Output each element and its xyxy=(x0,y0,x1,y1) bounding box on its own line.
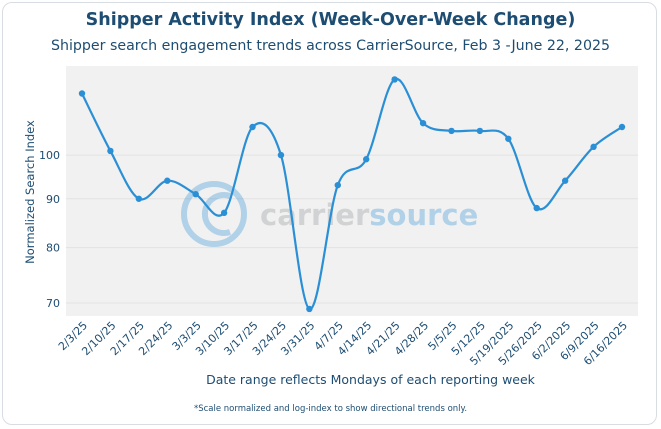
y-axis-ticks: 70 80 90 100 xyxy=(39,149,60,310)
plot-area xyxy=(66,66,638,316)
data-point xyxy=(306,305,313,313)
watermark-text: carriersource xyxy=(260,198,478,232)
y-tick-label: 70 xyxy=(46,297,60,310)
data-point xyxy=(391,76,398,83)
data-point xyxy=(220,209,228,217)
data-point xyxy=(363,156,370,163)
data-point xyxy=(448,127,455,135)
data-point xyxy=(192,190,199,198)
series-line xyxy=(81,77,623,311)
data-point xyxy=(135,195,143,202)
data-point xyxy=(590,143,597,151)
carriersource-logo-icon xyxy=(181,181,247,247)
watermark-part2: source xyxy=(369,198,478,232)
data-point xyxy=(107,147,114,155)
data-point xyxy=(164,177,171,184)
watermark: carriersource xyxy=(181,181,478,247)
x-axis-ticks: 2/3/252/10/252/17/252/24/253/3/253/10/25… xyxy=(56,319,630,368)
data-point xyxy=(476,127,484,135)
data-points xyxy=(78,76,626,313)
y-tick-label: 80 xyxy=(46,242,60,255)
footnote: *Scale normalized and log-index to show … xyxy=(193,404,468,414)
grid-lines xyxy=(66,154,638,304)
y-axis-label: Normalized Search Index xyxy=(23,120,37,264)
data-point xyxy=(249,123,256,131)
chart-title: Shipper Activity Index (Week-Over-Week C… xyxy=(85,10,576,30)
y-tick-label: 90 xyxy=(46,193,60,206)
x-axis-label: Date range reflects Mondays of each repo… xyxy=(206,372,535,387)
chart-subtitle: Shipper search engagement trends across … xyxy=(50,38,611,54)
data-point xyxy=(561,177,569,184)
data-point xyxy=(78,90,86,97)
data-point xyxy=(533,204,540,212)
y-tick-label: 100 xyxy=(39,149,60,162)
data-point xyxy=(505,135,512,142)
watermark-part1: carrier xyxy=(260,198,370,232)
data-point xyxy=(419,119,427,127)
data-point xyxy=(277,151,285,159)
data-point xyxy=(618,123,626,131)
data-point xyxy=(334,181,341,189)
